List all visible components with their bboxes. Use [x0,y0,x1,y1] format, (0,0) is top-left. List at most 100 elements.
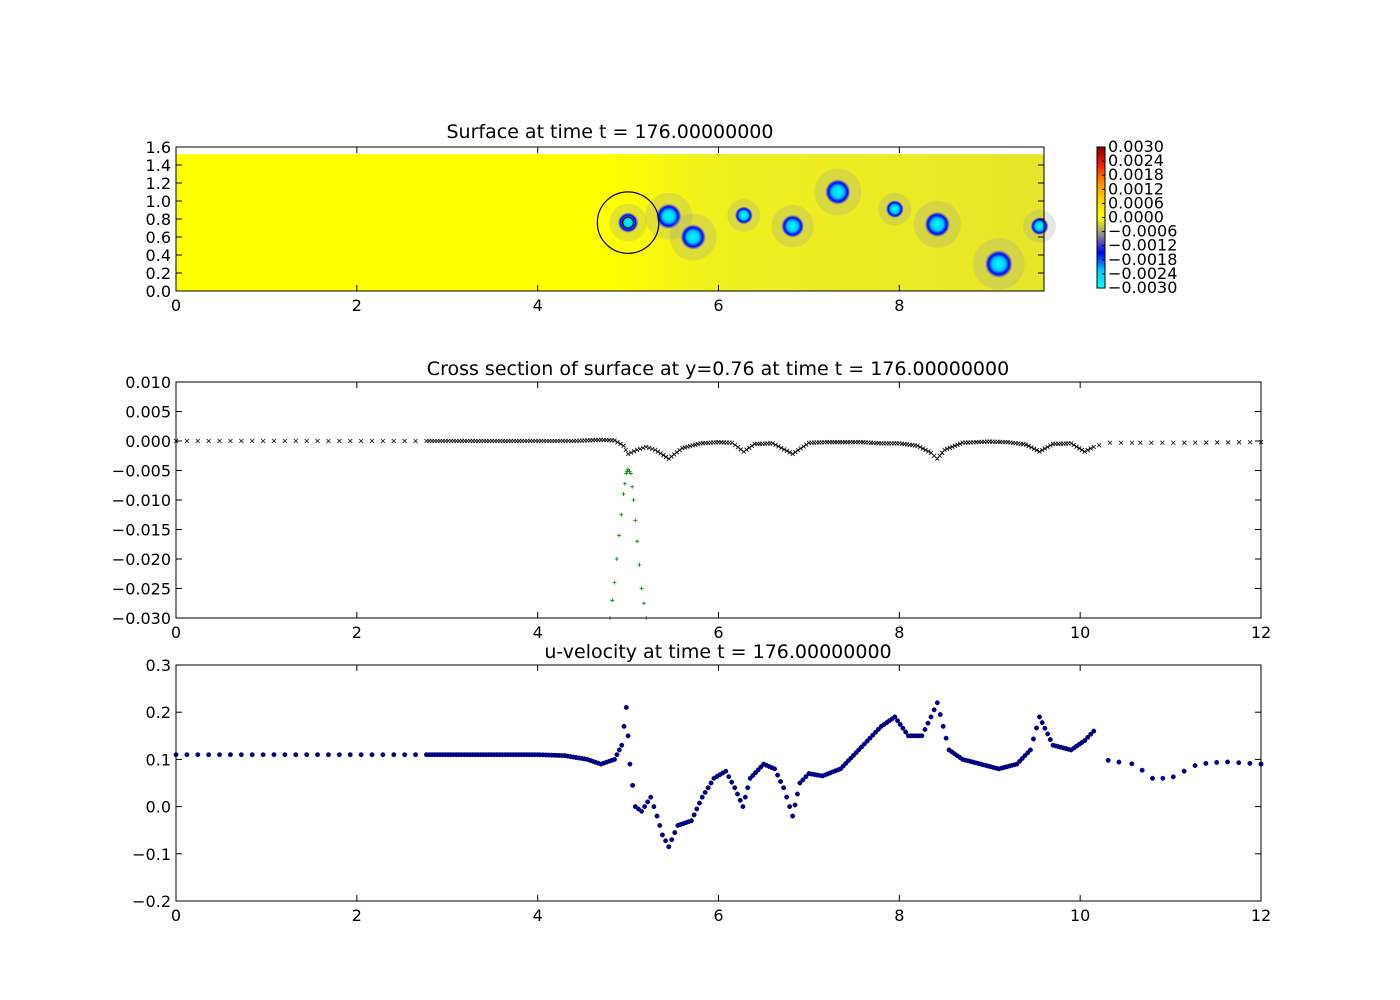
u-velocity-point [260,752,266,758]
cross-section-x-marker [1171,440,1176,446]
cross-section-x-tick-label: 6 [713,623,723,642]
u-velocity-point [732,785,738,791]
u-velocity-point [369,752,375,758]
u-velocity-point [745,785,751,791]
cross-section-x-marker [925,449,931,454]
u-velocity-point [1150,775,1155,781]
cross-section-x-marker [1236,440,1242,445]
u-velocity-point [614,752,620,758]
cross-section-x-marker [1068,441,1074,446]
cross-section-x-tick-label: 10 [1070,623,1090,642]
u-velocity-point [391,752,397,758]
u-velocity-point [903,729,909,735]
vortex-core [1029,216,1049,236]
cross-section-x-marker [1034,447,1040,453]
cross-section-plus-marker [622,481,627,486]
u-velocity-point [688,818,694,824]
u-velocity-point [790,813,796,819]
cross-section-x-marker [685,444,690,450]
surface-heatmap-x-tick-label: 4 [533,296,543,315]
cross-section-x-marker [687,443,693,449]
u-velocity-frame [175,664,1262,902]
cross-section-x-marker [1048,443,1053,448]
u-velocity-point [792,802,798,808]
colorbar: 0.00300.00240.00180.00120.00060.0000−0.0… [1096,137,1177,297]
cross-section-x-marker [282,438,288,444]
u-velocity-y-tick-label: −0.2 [132,892,171,911]
u-velocity-point [651,804,657,810]
u-velocity-point [195,752,201,758]
surface-heatmap-x-tick-label: 6 [713,296,723,315]
u-velocity-point [1034,725,1039,731]
cross-section-plus-marker [631,498,636,502]
u-velocity-point [648,794,654,800]
cross-section-x-marker [643,444,649,450]
cross-section-x-marker [326,438,331,444]
cross-section-x-marker [1149,440,1154,446]
cross-section-x-marker [790,451,795,457]
cross-section-x-marker [682,445,688,450]
u-velocity-point [669,837,675,843]
u-velocity-point [931,707,937,713]
surface-heatmap-title: Surface at time t = 176.00000000 [447,121,774,143]
u-velocity-point [672,830,678,836]
cross-section-x-marker [631,448,637,454]
cross-section-x-marker [1192,440,1198,445]
cross-section-x-marker [1039,447,1045,453]
surface-heatmap-y-tick-label: 0.0 [146,282,171,301]
u-velocity-point [708,780,714,786]
cross-section-x-marker [663,454,669,460]
cross-section-plus-marker [621,492,626,497]
cross-section-x-marker [634,447,640,453]
cross-section-x-marker [304,438,309,444]
u-velocity-point [612,756,617,762]
cross-section-x-marker [942,447,947,453]
cross-section-x-marker [271,438,277,444]
u-velocity-title: u-velocity at time t = 176.00000000 [544,641,891,663]
cross-section-x-marker [784,448,790,454]
u-velocity-point [621,723,627,729]
cross-section-y-tick-label: 0.010 [125,373,171,392]
u-velocity-x-tick-label: 12 [1251,906,1271,925]
cross-section-x-marker [795,447,801,453]
cross-section-x-marker [249,438,255,444]
cross-section-x-marker [955,442,960,448]
cross-section-y-tick-label: −0.030 [112,609,171,628]
u-velocity-point [740,804,746,810]
u-velocity-point [1139,767,1145,773]
cross-section-y-tick-label: −0.020 [112,550,171,569]
u-velocity-point [861,741,867,747]
u-velocity-point [325,752,331,758]
cross-section-x-marker [1037,449,1042,454]
u-velocity-point [795,791,800,797]
cross-section-panel: Cross section of surface at y=0.76 at ti… [112,358,1271,642]
cross-section-x-marker [1071,442,1077,448]
u-velocity-point [1031,736,1036,742]
u-velocity-point [413,752,419,758]
u-velocity-y-tick-label: 0.1 [146,750,171,769]
cross-section-plus-marker [624,471,629,476]
u-velocity-point [1088,731,1094,737]
cross-section-x-marker [358,438,364,444]
u-velocity-y-ticks: 0.3 0.2 0.1 0.0 −0.1 −0.2 [132,656,1261,911]
cross-section-x-marker [195,438,201,444]
u-velocity-point [1170,774,1176,780]
inner-circle [622,216,635,229]
vortex-core [734,205,754,225]
u-velocity-point [1027,747,1033,753]
u-velocity-point [699,794,705,800]
u-velocity-point [625,733,631,739]
u-velocity-point [856,747,862,753]
cross-section-y-tick-label: −0.015 [112,521,171,540]
u-velocity-point [657,823,663,828]
cross-section-x-marker [944,446,950,452]
cross-section-plus-marker [610,598,615,603]
u-velocity-point [1247,760,1253,766]
u-velocity-point [347,752,353,758]
u-velocity-point [726,774,732,780]
u-velocity-point [787,804,793,810]
u-velocity-point [867,735,873,741]
surface-heatmap-field [176,154,1056,291]
cross-section-x-marker [950,444,955,450]
surface-heatmap-y-tick-label: 0.4 [146,246,171,265]
